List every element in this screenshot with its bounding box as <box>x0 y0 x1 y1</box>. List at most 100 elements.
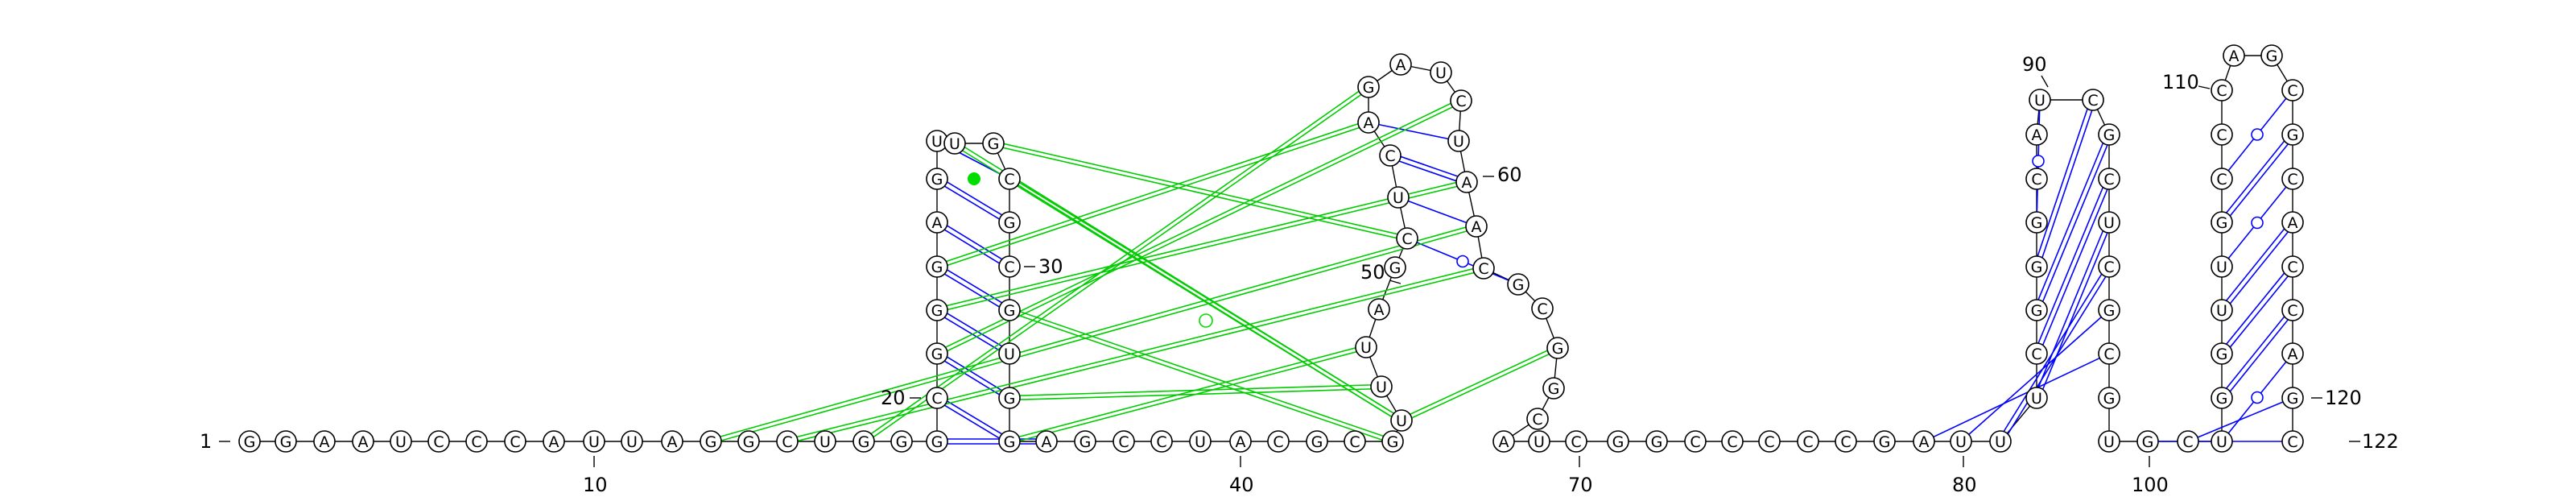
nucleotide: A <box>2281 342 2304 365</box>
nucleotide: C <box>1113 430 1135 453</box>
nucleotide-circle <box>1379 144 1402 167</box>
nucleotide-circle <box>2098 255 2120 278</box>
nucleotide-circle <box>2281 79 2304 101</box>
tertiary-interaction-line <box>936 179 1467 309</box>
nucleotide: C <box>1531 297 1554 320</box>
canonical-pair-line <box>947 356 1002 391</box>
nucleotide-letter: U <box>2216 302 2227 320</box>
nucleotide-letter: G <box>931 433 943 451</box>
nucleotide-letter: C <box>2103 171 2114 188</box>
nucleotide-letter: U <box>1393 189 1404 207</box>
nucleotide: G <box>2136 430 2159 453</box>
nucleotide-letter: C <box>1004 171 1014 188</box>
nucleotide: G <box>737 430 760 453</box>
tertiary-interaction-line <box>953 144 1402 423</box>
nucleotide-circle <box>2098 430 2120 453</box>
nucleotide-circle <box>700 430 722 453</box>
nucleotide-letter: U <box>588 433 600 451</box>
canonical-pair-line <box>2229 319 2289 392</box>
nucleotide-circle <box>2211 299 2233 321</box>
tertiary-interaction-line <box>1009 307 1394 441</box>
nucleotide-letter: G <box>2103 390 2116 408</box>
nucleotide-letter: U <box>2034 92 2046 110</box>
wobble-pair-marker <box>2251 128 2264 141</box>
nucleotide: C <box>504 430 526 453</box>
nucleotide-circle <box>998 299 1021 321</box>
nucleotide-circle <box>1684 430 1707 453</box>
position-label-70: 70 <box>1568 474 1593 496</box>
canonical-pair-line <box>944 185 1000 220</box>
nucleotide: G <box>1607 430 1629 453</box>
position-label-110: 110 <box>2162 71 2199 93</box>
nucleotide-letter: G <box>2216 390 2228 408</box>
nucleotide: C <box>2098 168 2120 190</box>
nucleotide-letter: G <box>2103 302 2116 320</box>
nucleotide-circle <box>2098 123 2120 146</box>
nucleotide-circle <box>1074 430 1096 453</box>
nucleotide: U <box>583 430 605 453</box>
nucleotide-letter: G <box>1651 433 1663 451</box>
nucleotide-circle <box>2025 255 2048 278</box>
nucleotide-letter: C <box>1156 433 1166 451</box>
tertiary-interaction-line <box>1009 344 1366 441</box>
nucleotide-circle <box>313 430 336 453</box>
nucleotide-letter: G <box>1004 302 1016 320</box>
nucleotide: G <box>926 299 948 321</box>
nucleotide-letter: C <box>2216 171 2227 188</box>
tertiary-interaction-line <box>862 85 1368 441</box>
nucleotide-letter: G <box>858 433 870 451</box>
nucleotide-letter: U <box>931 133 943 151</box>
nucleotide: C <box>2281 168 2304 190</box>
nucleotide-circle <box>2281 168 2304 190</box>
nucleotide-letter: G <box>2103 126 2116 144</box>
nucleotide: G <box>1873 430 1896 453</box>
nucleotide-letter: A <box>320 433 330 451</box>
nucleotide-letter: U <box>2216 259 2227 276</box>
nucleotide-letter: C <box>2182 433 2193 451</box>
nucleotide: G <box>2211 387 2233 409</box>
nucleotide: C <box>2281 299 2304 321</box>
nucleotide: U <box>926 130 948 152</box>
nucleotide-letter: C <box>1385 147 1395 165</box>
nucleotide-circle <box>943 132 966 155</box>
pair-line <box>1933 357 2100 438</box>
nucleotide-letter: G <box>2031 214 2043 232</box>
position-label-90: 90 <box>2022 53 2047 76</box>
nucleotide-circle <box>1797 430 1819 453</box>
nucleotide-circle <box>2025 123 2048 146</box>
nucleotide: A <box>543 430 565 453</box>
nucleotide: C <box>1344 430 1366 453</box>
nucleotide-letter: U <box>1004 346 1015 363</box>
nucleotide-circle <box>1390 409 1413 432</box>
canonical-pair-line <box>2037 230 2104 388</box>
nucleotide-letter: G <box>988 135 1000 153</box>
nucleotide-letter: C <box>1349 433 1360 451</box>
nucleotide: U <box>1355 336 1377 358</box>
nucleotide: G <box>926 342 948 365</box>
nucleotide: G <box>1074 430 1096 453</box>
nucleotide-circle <box>1526 408 1549 430</box>
nucleotide-circle <box>2025 387 2048 409</box>
nucleotide-letter: U <box>1360 339 1372 357</box>
nucleotide-circle <box>1455 171 1478 193</box>
tertiary-interaction-layer <box>710 85 1559 445</box>
wobble-pair-marker <box>2032 155 2045 168</box>
nucleotide-letter: U <box>1453 133 1464 151</box>
tertiary-interaction-line <box>937 123 1370 270</box>
nucleotide-letter: U <box>819 433 831 451</box>
nucleotide-circle <box>1035 430 1058 453</box>
nucleotide-letter: G <box>743 433 755 451</box>
nucleotide-letter: G <box>931 302 943 320</box>
tertiary-interaction-marker-filled <box>968 172 980 185</box>
nucleotide-circle <box>2211 430 2233 453</box>
nucleotide-circle <box>1355 336 1377 358</box>
nucleotide: U <box>2211 430 2233 453</box>
nucleotide-letter: G <box>1080 433 1092 451</box>
nucleotide: C <box>1721 430 1744 453</box>
nucleotide-circle <box>2025 168 2048 190</box>
wobble-pair-marker <box>2251 391 2264 404</box>
nucleotide-circle <box>2281 342 2304 365</box>
nucleotide-circle <box>1229 430 1252 453</box>
nucleotide: G <box>998 211 1021 234</box>
nucleotide-letter: C <box>1004 259 1014 276</box>
